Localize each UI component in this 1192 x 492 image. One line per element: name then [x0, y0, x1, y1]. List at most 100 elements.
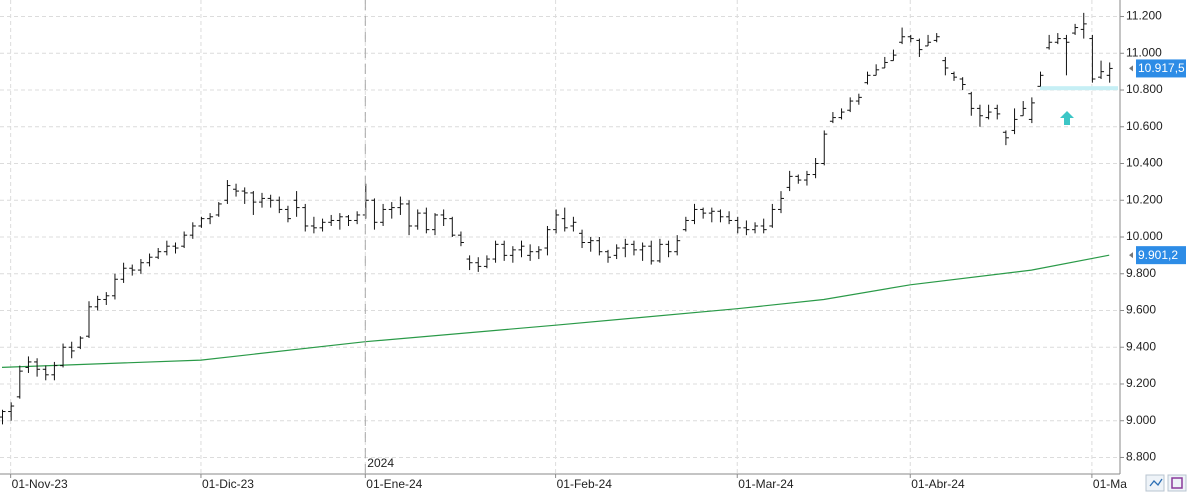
y-tick-label: 9.000 [1126, 413, 1156, 427]
ohlc-bar [656, 238, 663, 263]
ohlc-bar [708, 207, 715, 223]
y-tick-label: 10.600 [1126, 119, 1163, 133]
ohlc-bar [778, 191, 784, 214]
y-tick-label: 10.400 [1126, 156, 1163, 170]
ohlc-bar [829, 112, 836, 124]
up-arrow [1060, 111, 1074, 125]
ohlc-bar [94, 295, 101, 311]
ohlc-bar [77, 336, 84, 350]
ohlc-bar [1089, 34, 1096, 83]
ohlc-bar [968, 91, 975, 116]
ohlc-bar [406, 200, 413, 236]
y-tick-label: 9.800 [1126, 266, 1156, 280]
save-glyph [1171, 477, 1183, 489]
price-pointer [1129, 252, 1133, 259]
ohlc-bar [68, 341, 75, 359]
ohlc-bar [665, 240, 672, 258]
x-tick-label: 01-Ma [1093, 477, 1127, 491]
ohlc-bar [881, 56, 888, 69]
y-tick-label: 11.200 [1126, 9, 1162, 23]
price-label-box [1136, 59, 1186, 78]
ohlc-bar [259, 192, 265, 208]
year-marker-label: 2024 [367, 456, 394, 470]
ohlc-bar [1011, 108, 1018, 135]
ohlc-bar [855, 93, 862, 105]
ohlc-bar [293, 191, 300, 217]
ohlc-bar [129, 264, 136, 276]
ohlc-bar [933, 33, 940, 43]
ohlc-bar [423, 207, 430, 234]
ohlc-bar [847, 97, 854, 113]
ohlc-bar [215, 202, 222, 217]
ohlc-bar [1020, 101, 1027, 117]
ohlc-bar [328, 214, 335, 226]
ohlc-bar [1002, 130, 1009, 146]
ohlc-bar [276, 196, 283, 214]
price-pointer [1129, 65, 1133, 72]
ohlc-bar [509, 246, 516, 263]
ohlc-bar [795, 174, 802, 184]
ohlc-bar [535, 246, 542, 260]
ohlc-bar [86, 301, 92, 339]
ohlc-bar [734, 216, 741, 234]
ohlc-bar [1037, 71, 1044, 87]
ohlc-bar [561, 207, 568, 232]
x-tick-label: 01-Abr-24 [911, 477, 965, 491]
ohlc-bar [1054, 33, 1061, 45]
zoom-glyph [1149, 478, 1163, 487]
ohlc-bar [786, 170, 793, 192]
zoom-icon[interactable] [1145, 474, 1165, 492]
ohlc-bar [371, 198, 378, 230]
ohlc-bar [380, 203, 387, 226]
ohlc-bar [449, 216, 456, 237]
ohlc-bar [873, 64, 880, 76]
ohlc-bar [241, 187, 248, 204]
ohlc-bar [743, 220, 750, 236]
toolbar-icons [1145, 474, 1187, 492]
ohlc-bar [1080, 12, 1087, 39]
ohlc-bar [8, 402, 15, 421]
ohlc-bar [336, 213, 343, 230]
ohlc-bar [925, 34, 932, 47]
ohlc-bar [639, 242, 646, 261]
ohlc-bar [163, 240, 170, 256]
ohlc-bar [103, 292, 110, 305]
ohlc-bar [899, 27, 906, 45]
ohlc-bar [475, 257, 482, 272]
ohlc-bar [1028, 97, 1035, 124]
price-label: 10.917,5 [1138, 61, 1185, 75]
ohlc-bar [605, 249, 611, 263]
ohlc-bar [492, 240, 499, 263]
ohlc-bar [198, 216, 205, 228]
ohlc-bar [1046, 34, 1053, 50]
y-tick-label: 10.800 [1126, 82, 1163, 96]
y-tick-label: 11.000 [1126, 45, 1162, 59]
price-label-box [1136, 246, 1186, 265]
ohlc-bar [0, 409, 6, 425]
ohlc-bar [803, 170, 810, 186]
ohlc-bar [994, 104, 1001, 120]
ohlc-bar [146, 253, 153, 267]
ohlc-bar [691, 203, 698, 225]
ohlc-bar [137, 259, 144, 274]
ohlc-bar [700, 207, 707, 219]
ohlc-bar [682, 216, 689, 232]
ohlc-bar [544, 225, 551, 256]
ohlc-bar [34, 358, 41, 377]
y-tick-label: 10.200 [1126, 192, 1163, 206]
ohlc-bar [250, 191, 257, 215]
ohlc-bar [985, 104, 992, 120]
ohlc-bar [890, 49, 897, 62]
ohlc-bar [42, 365, 49, 381]
ohlc-bar [414, 209, 421, 230]
ohlc-bar [354, 211, 361, 225]
ohlc-bar [553, 209, 560, 234]
ohlc-bar [527, 244, 534, 261]
ohlc-bar [155, 248, 162, 260]
ohlc-bar [907, 34, 914, 43]
ohlc-bar [172, 242, 179, 254]
ohlc-bar [812, 158, 819, 179]
ohlc-bar [267, 194, 274, 208]
